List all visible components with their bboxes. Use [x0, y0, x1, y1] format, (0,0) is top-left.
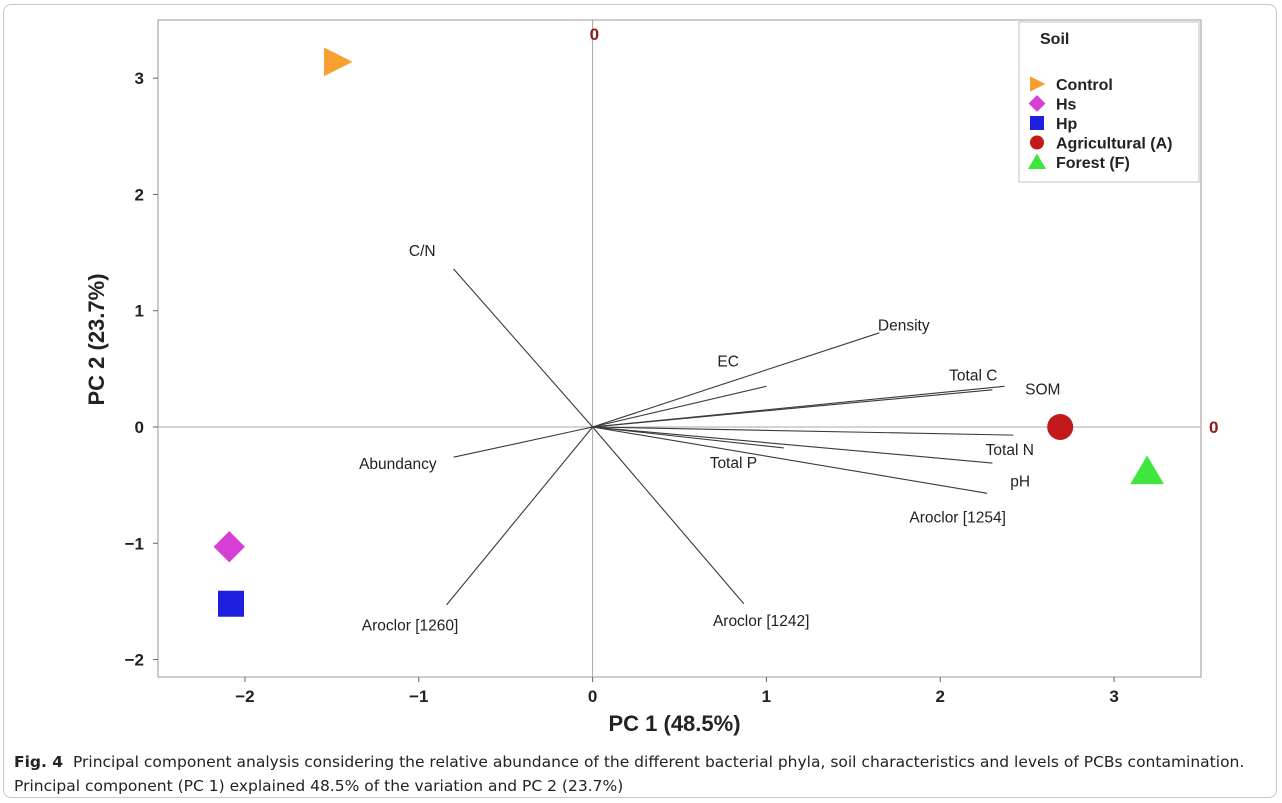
loading-vector-aroclor-1242: [592, 426, 745, 605]
loading-vector-aroclor-1260: [446, 426, 594, 606]
loading-label-c-n: C/N: [409, 243, 436, 260]
loading-label-aroclor-1242: Aroclor [1242]: [713, 613, 810, 630]
loading-label-total-n: Total N: [986, 442, 1034, 459]
legend-marker-agricultural-a: [1030, 135, 1044, 150]
plot-area: 00: [157, 19, 1218, 678]
x-tick-label: 0: [588, 687, 597, 706]
axes: −2 −1 0 1 2 3 −2 −1 0 1 2 3 PC 1 (48.5%) PC 2 (23.7%): [84, 69, 1119, 736]
x-tick-label: 2: [936, 687, 945, 706]
legend-label-hs: Hs: [1056, 97, 1077, 114]
legend-marker-hs: [1028, 95, 1046, 112]
legend-label-agricultural-a: Agricultural (A): [1056, 136, 1172, 153]
plot-border: [157, 19, 1202, 678]
point-hs: [213, 531, 245, 563]
y-tick-label: 0: [135, 418, 144, 437]
loading-label-som: SOM: [1025, 382, 1060, 399]
y-tick-label: 1: [135, 302, 144, 321]
loading-vector-ec: [592, 385, 767, 428]
x-tick-label: −1: [409, 687, 428, 706]
loading-vector-c-n: [453, 268, 593, 428]
y-tick-label: 3: [135, 69, 144, 88]
loading-label-density: Density: [878, 318, 930, 335]
loading-label-ec: EC: [717, 354, 739, 371]
x-tick-label: −2: [235, 687, 254, 706]
legend-box: [1018, 21, 1200, 183]
x-tick-label: 1: [762, 687, 771, 706]
y-tick-label: −2: [125, 651, 144, 670]
caption-label: Fig. 4: [14, 753, 64, 771]
point-forest-f: [1130, 455, 1165, 485]
figure-caption: Fig. 4 Principal component analysis cons…: [14, 750, 1264, 798]
legend: Soil Control Hs Hp Agricultural (A) Forest (F…: [1018, 21, 1200, 183]
x-tick-label: 3: [1109, 687, 1118, 706]
y-axis-label: PC 2 (23.7%): [84, 273, 109, 405]
loading-vectors: C/N Density EC Total C SOM Total N Total P pH Ar…: [359, 243, 1060, 634]
legend-title: Soil: [1040, 31, 1069, 48]
loading-vector-density: [592, 332, 880, 428]
legend-marker-forest-f: [1027, 153, 1047, 169]
caption-text: Principal component analysis considering…: [14, 753, 1245, 795]
loading-label-abundancy: Abundancy: [359, 456, 437, 473]
y-tick-label: 2: [135, 185, 144, 204]
loading-vector-som: [592, 385, 1005, 428]
score-points: [213, 47, 1165, 617]
y-tick-label: −1: [125, 534, 144, 553]
legend-marker-control: [1030, 76, 1046, 92]
point-agricultural-a: [1047, 413, 1074, 440]
legend-marker-hp: [1030, 116, 1044, 130]
legend-label-control: Control: [1056, 77, 1113, 94]
zero-line-right-label: 0: [1209, 418, 1218, 437]
loading-vector-ph: [592, 426, 993, 464]
loading-vector-total-n: [592, 426, 1014, 436]
loading-label-aroclor-1260: Aroclor [1260]: [362, 618, 459, 635]
loading-vector-abundancy: [453, 426, 593, 458]
loading-vector-total-p: [592, 426, 784, 449]
zero-line-top-label: 0: [590, 25, 599, 44]
x-axis-label: PC 1 (48.5%): [608, 711, 740, 736]
loading-label-aroclor-1254: Aroclor [1254]: [909, 510, 1006, 527]
point-control: [324, 47, 353, 77]
loading-label-total-p: Total P: [710, 455, 757, 472]
legend-label-forest-f: Forest (F): [1056, 155, 1130, 172]
point-hp: [218, 590, 245, 617]
loading-label-ph: pH: [1010, 473, 1030, 490]
loading-vector-aroclor-1254: [592, 426, 988, 494]
loading-label-total-c: Total C: [949, 368, 997, 385]
legend-label-hp: Hp: [1056, 116, 1078, 133]
